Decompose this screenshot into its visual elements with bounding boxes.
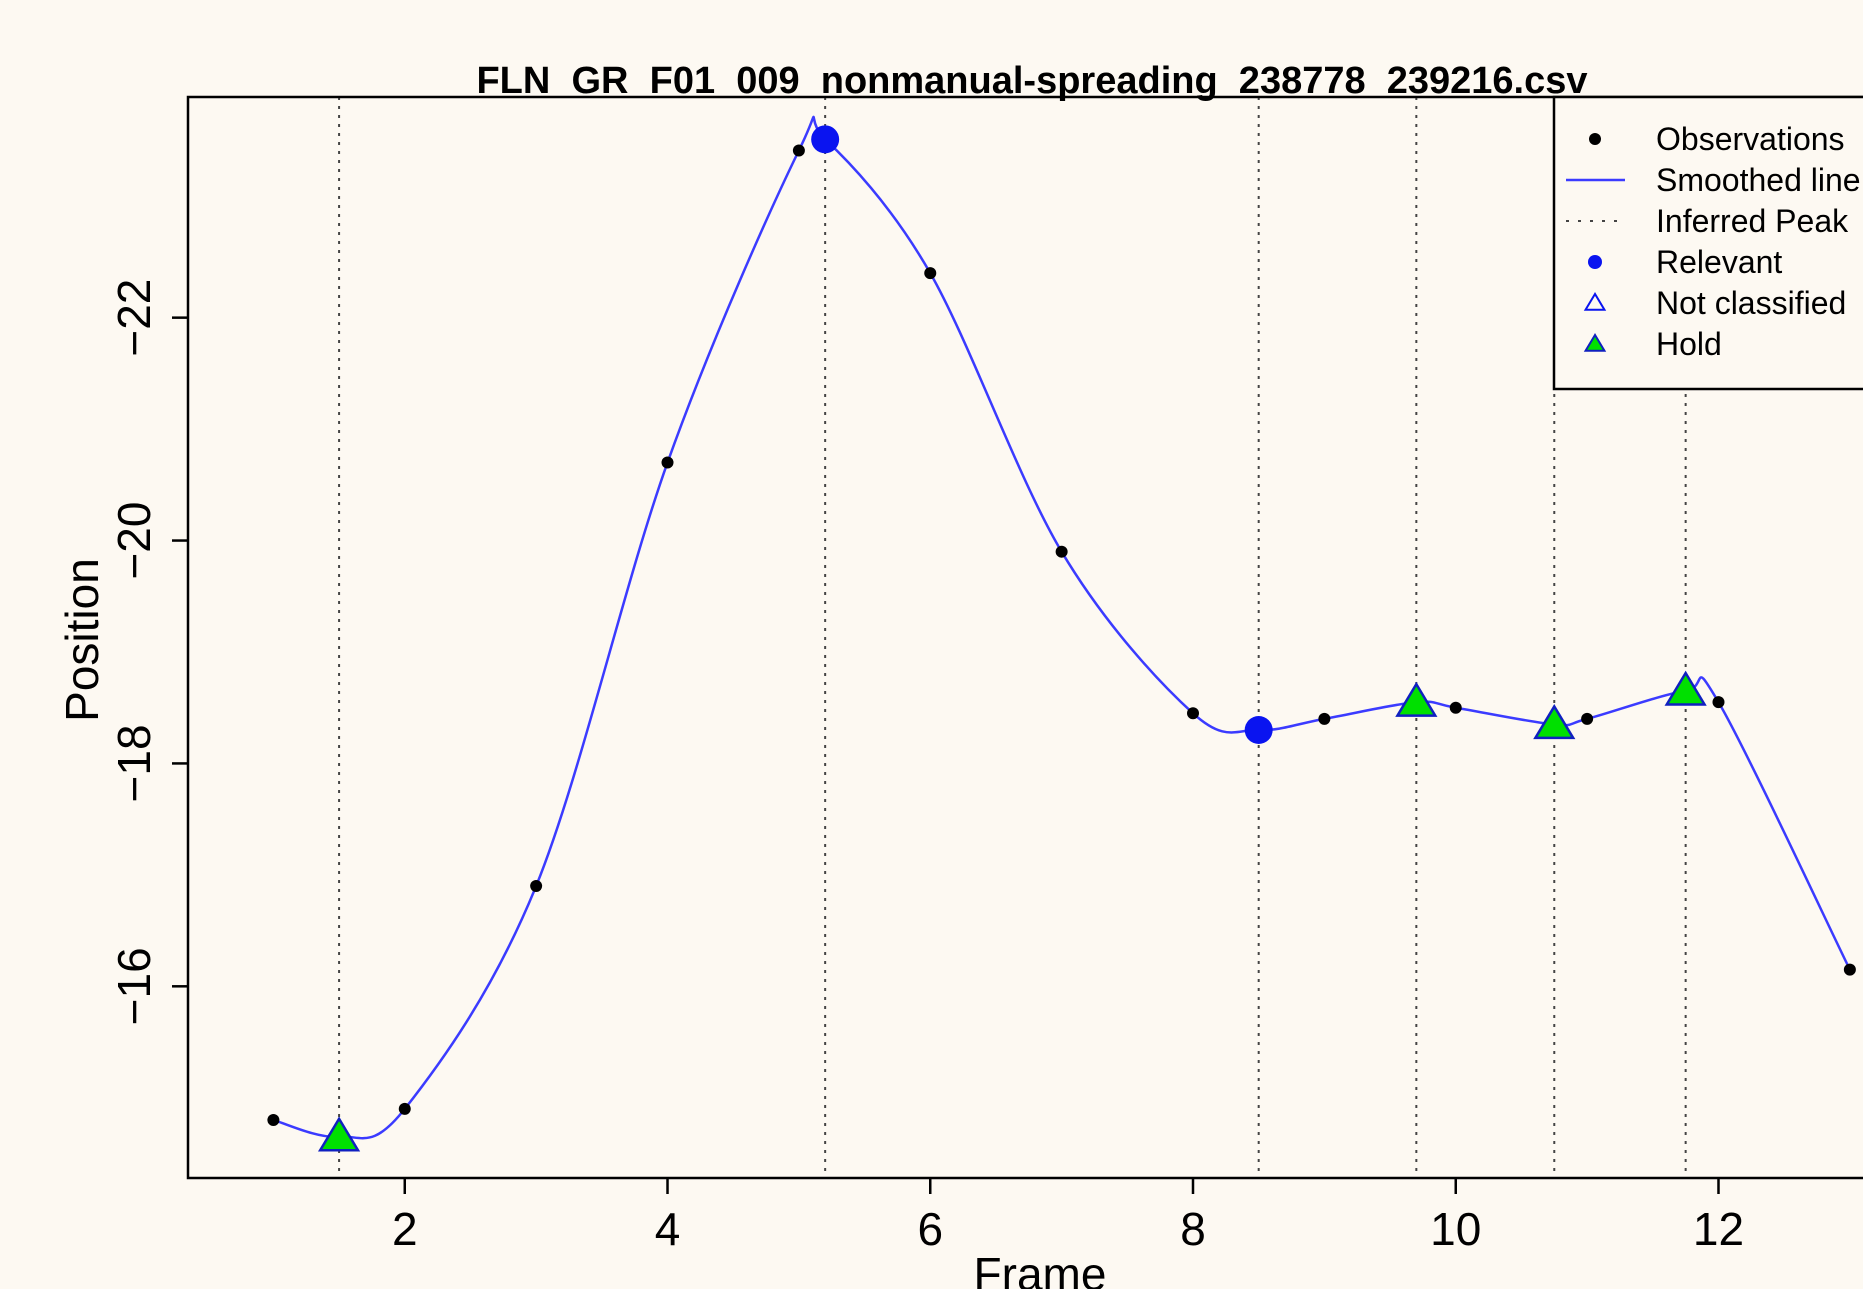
- x-tick-label-1: 4: [655, 1203, 681, 1255]
- y-tick-label-1: −18: [108, 724, 160, 802]
- observation-point-3: [661, 456, 674, 469]
- x-axis-label: Frame: [974, 1248, 1107, 1289]
- x-tick-label-4: 10: [1430, 1203, 1481, 1255]
- legend-symbol-relevant: [1588, 255, 1602, 269]
- observation-point-0: [267, 1114, 280, 1127]
- y-tick-label-0: −16: [108, 947, 160, 1025]
- hold-point-0: [317, 1116, 361, 1152]
- legend-label-5: Hold: [1656, 326, 1722, 362]
- classified-markers-layer: [317, 125, 1707, 1152]
- x-tick-label-2: 6: [917, 1203, 943, 1255]
- y-tick-label-3: −22: [108, 279, 160, 357]
- legend-label-2: Inferred Peak: [1656, 203, 1849, 239]
- legend-label-1: Smoothed line: [1656, 162, 1861, 198]
- hold-point-1: [1395, 681, 1438, 717]
- observation-point-6: [1055, 545, 1068, 558]
- hold-point-3: [1664, 670, 1707, 706]
- y-axis-label: Position: [56, 558, 108, 722]
- observation-point-10: [1581, 712, 1594, 725]
- legend-label-3: Relevant: [1656, 244, 1782, 280]
- axes: 2 4 6 8 10 12 −16 −18 −20 −22: [108, 95, 1863, 1255]
- legend-box: [1552, 95, 1863, 391]
- observations-layer: [267, 144, 1856, 1127]
- observation-point-7: [1187, 707, 1199, 720]
- x-tick-label-0: 2: [392, 1203, 418, 1255]
- plot-frame: [186, 95, 1863, 1180]
- inferred-peak-lines: [338, 97, 1687, 1178]
- relevant-point-0: [811, 125, 840, 154]
- observation-point-8: [1318, 712, 1331, 725]
- x-tick-label-5: 12: [1693, 1203, 1744, 1255]
- chart-title: FLN_GR_F01_009_nonmanual-spreading_23877…: [476, 60, 1587, 102]
- observation-point-1: [398, 1102, 411, 1115]
- y-tick-label-2: −20: [108, 502, 160, 580]
- observation-point-4: [792, 144, 805, 157]
- legend-symbol-observations: [1589, 133, 1601, 145]
- observation-point-2: [530, 880, 543, 893]
- legend-symbol-not-classified: [1583, 292, 1607, 311]
- observation-point-5: [924, 267, 937, 280]
- relevant-point-1: [1244, 715, 1273, 744]
- legend-label-0: Observations: [1656, 121, 1845, 157]
- legend-label-4: Not classified: [1656, 285, 1846, 321]
- legend: Observations Smoothed line Inferred Peak Re…: [1552, 95, 1863, 391]
- legend-symbol-hold: [1583, 333, 1607, 352]
- observation-point-11: [1712, 696, 1725, 709]
- x-tick-label-3: 8: [1180, 1203, 1206, 1255]
- observation-point-9: [1449, 701, 1462, 714]
- observation-point-12: [1843, 963, 1856, 976]
- hold-point-2: [1533, 703, 1576, 740]
